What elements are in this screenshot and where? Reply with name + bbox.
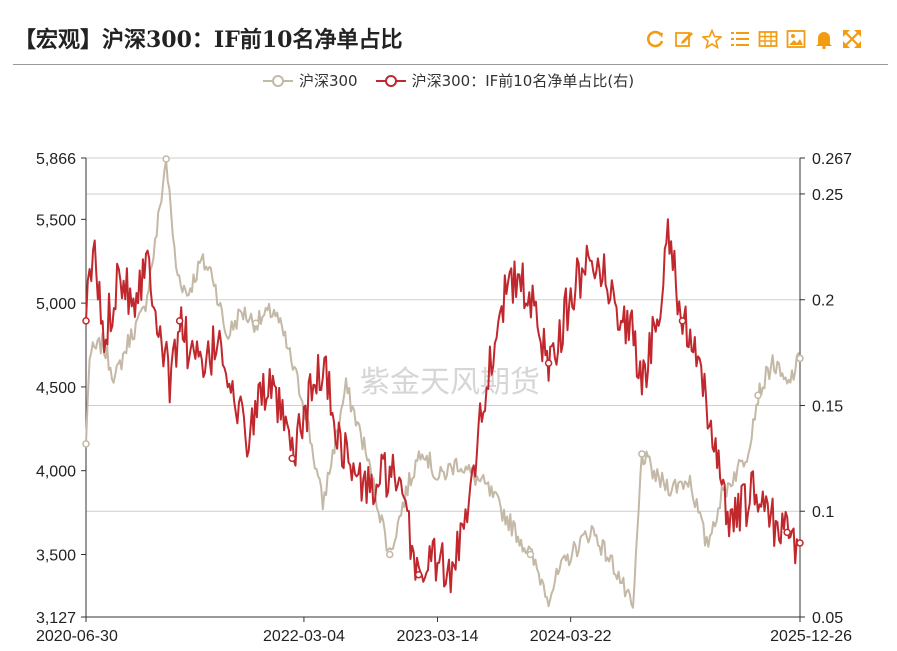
data-point-if-top10 bbox=[288, 454, 296, 463]
chart-header: 【宏观】沪深300：IF前10名净单占比 bbox=[0, 0, 897, 66]
series-lines bbox=[82, 155, 804, 609]
data-point-if-top10 bbox=[175, 317, 184, 325]
y-left-tick-label: 4,500 bbox=[36, 380, 76, 397]
table-icon[interactable] bbox=[757, 28, 779, 50]
series-line-hs300 bbox=[85, 159, 801, 609]
y-right-tick-label: 0.267 bbox=[812, 151, 852, 168]
chart-toolbar bbox=[645, 28, 863, 50]
y-right-tick-label: 0.05 bbox=[812, 610, 843, 627]
data-point-hs300 bbox=[162, 155, 170, 163]
data-point-if-top10 bbox=[783, 528, 791, 537]
edit-icon[interactable] bbox=[673, 28, 695, 50]
legend-item-hs300[interactable]: 沪深300 bbox=[262, 70, 358, 91]
y-left-tick-label: 5,866 bbox=[36, 151, 76, 168]
tick-labels: 5,866 5,500 5,000 4,500 4,000 3,500 3,127 0.267… bbox=[36, 151, 852, 645]
data-point-if-top10 bbox=[82, 317, 90, 325]
x-tick-label: 2023-03-14 bbox=[397, 628, 479, 645]
legend-marker-hs300 bbox=[262, 74, 293, 87]
y-right-tick-label: 0.25 bbox=[812, 187, 843, 204]
y-right-tick-label: 0.2 bbox=[812, 293, 834, 310]
y-right-tick-label: 0.15 bbox=[812, 398, 843, 415]
data-point-if-top10 bbox=[544, 359, 553, 367]
list-icon[interactable] bbox=[729, 28, 751, 50]
x-tick-label: 2020-06-30 bbox=[36, 628, 118, 645]
x-tick-label: 2025-12-26 bbox=[770, 628, 852, 645]
data-point-hs300 bbox=[754, 391, 762, 400]
y-right-tick-label: 0.1 bbox=[812, 504, 834, 521]
star-icon[interactable] bbox=[701, 28, 723, 50]
data-point-hs300 bbox=[82, 440, 90, 448]
legend-marker-if-top10 bbox=[375, 74, 406, 87]
refresh-icon[interactable] bbox=[645, 28, 667, 50]
y-left-tick-label: 5,500 bbox=[36, 212, 76, 229]
chart-title: 【宏观】沪深300：IF前10名净单占比 bbox=[14, 27, 403, 53]
legend-label-if-top10: 沪深300：IF前10名净单占比(右) bbox=[411, 72, 635, 90]
data-point-hs300 bbox=[252, 319, 260, 327]
bell-icon[interactable] bbox=[813, 28, 835, 50]
y-left-tick-label: 5,000 bbox=[36, 296, 76, 313]
data-point-hs300 bbox=[526, 550, 535, 559]
legend-item-if-top10[interactable]: 沪深300：IF前10名净单占比(右) bbox=[375, 70, 635, 91]
data-point-hs300 bbox=[638, 450, 646, 458]
data-point-if-top10 bbox=[678, 317, 687, 325]
y-left-tick-label: 4,000 bbox=[36, 464, 76, 481]
x-tick-label: 2022-03-04 bbox=[263, 628, 345, 645]
header-divider bbox=[13, 64, 888, 65]
data-point-if-top10 bbox=[796, 539, 804, 547]
data-point-hs300 bbox=[796, 354, 804, 363]
series-line-if-top10 bbox=[85, 218, 801, 594]
x-tick-label: 2024-03-22 bbox=[530, 628, 612, 645]
data-point-if-top10 bbox=[414, 570, 423, 579]
y-left-tick-label: 3,127 bbox=[36, 610, 76, 627]
fullscreen-icon[interactable] bbox=[841, 28, 863, 50]
chart-legend: 沪深300 沪深300：IF前10名净单占比(右) bbox=[0, 70, 897, 91]
image-icon[interactable] bbox=[785, 28, 807, 50]
legend-label-hs300: 沪深300 bbox=[298, 72, 358, 90]
watermark: 紫金天风期货 bbox=[360, 365, 540, 400]
y-left-tick-label: 3,500 bbox=[36, 547, 76, 564]
data-point-hs300 bbox=[386, 550, 394, 559]
